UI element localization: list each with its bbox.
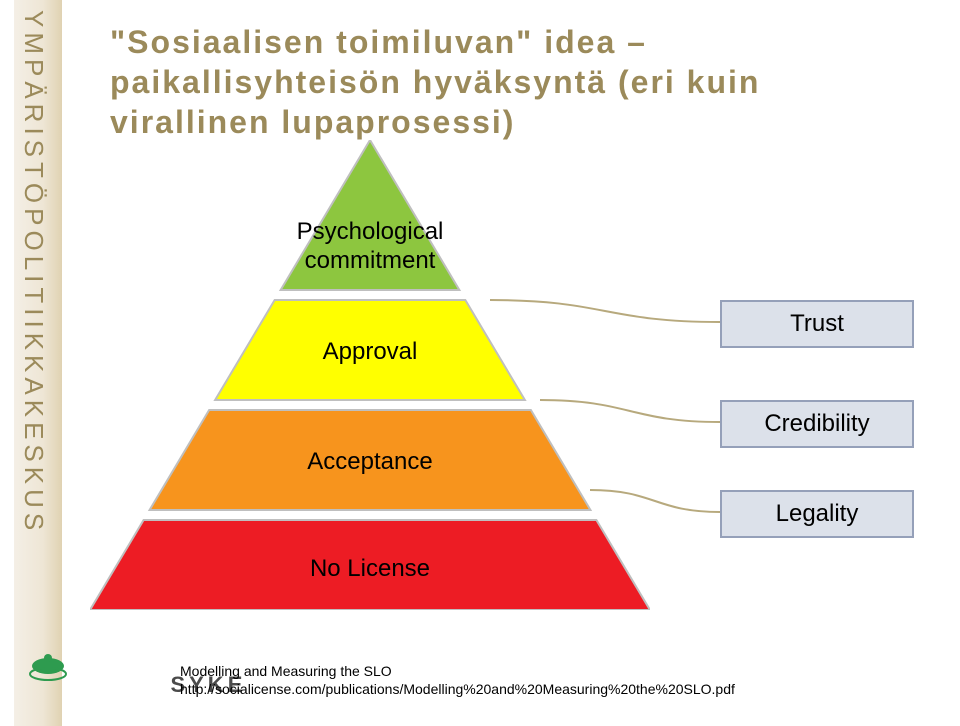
badge-label: Trust bbox=[790, 310, 844, 337]
badge-trust: Trust bbox=[720, 300, 914, 348]
citation-line-1: Modelling and Measuring the SLO bbox=[180, 663, 392, 679]
badge-credibility: Credibility bbox=[720, 400, 914, 448]
connectors-svg bbox=[0, 0, 960, 726]
badge-legality: Legality bbox=[720, 490, 914, 538]
citation-line-2: http://socialicense.com/publications/Mod… bbox=[180, 681, 735, 697]
badge-label: Legality bbox=[776, 500, 859, 527]
syke-logo-icon bbox=[26, 644, 166, 692]
badge-label: Credibility bbox=[764, 410, 869, 437]
footer-citation: Modelling and Measuring the SLO http://s… bbox=[180, 662, 735, 698]
